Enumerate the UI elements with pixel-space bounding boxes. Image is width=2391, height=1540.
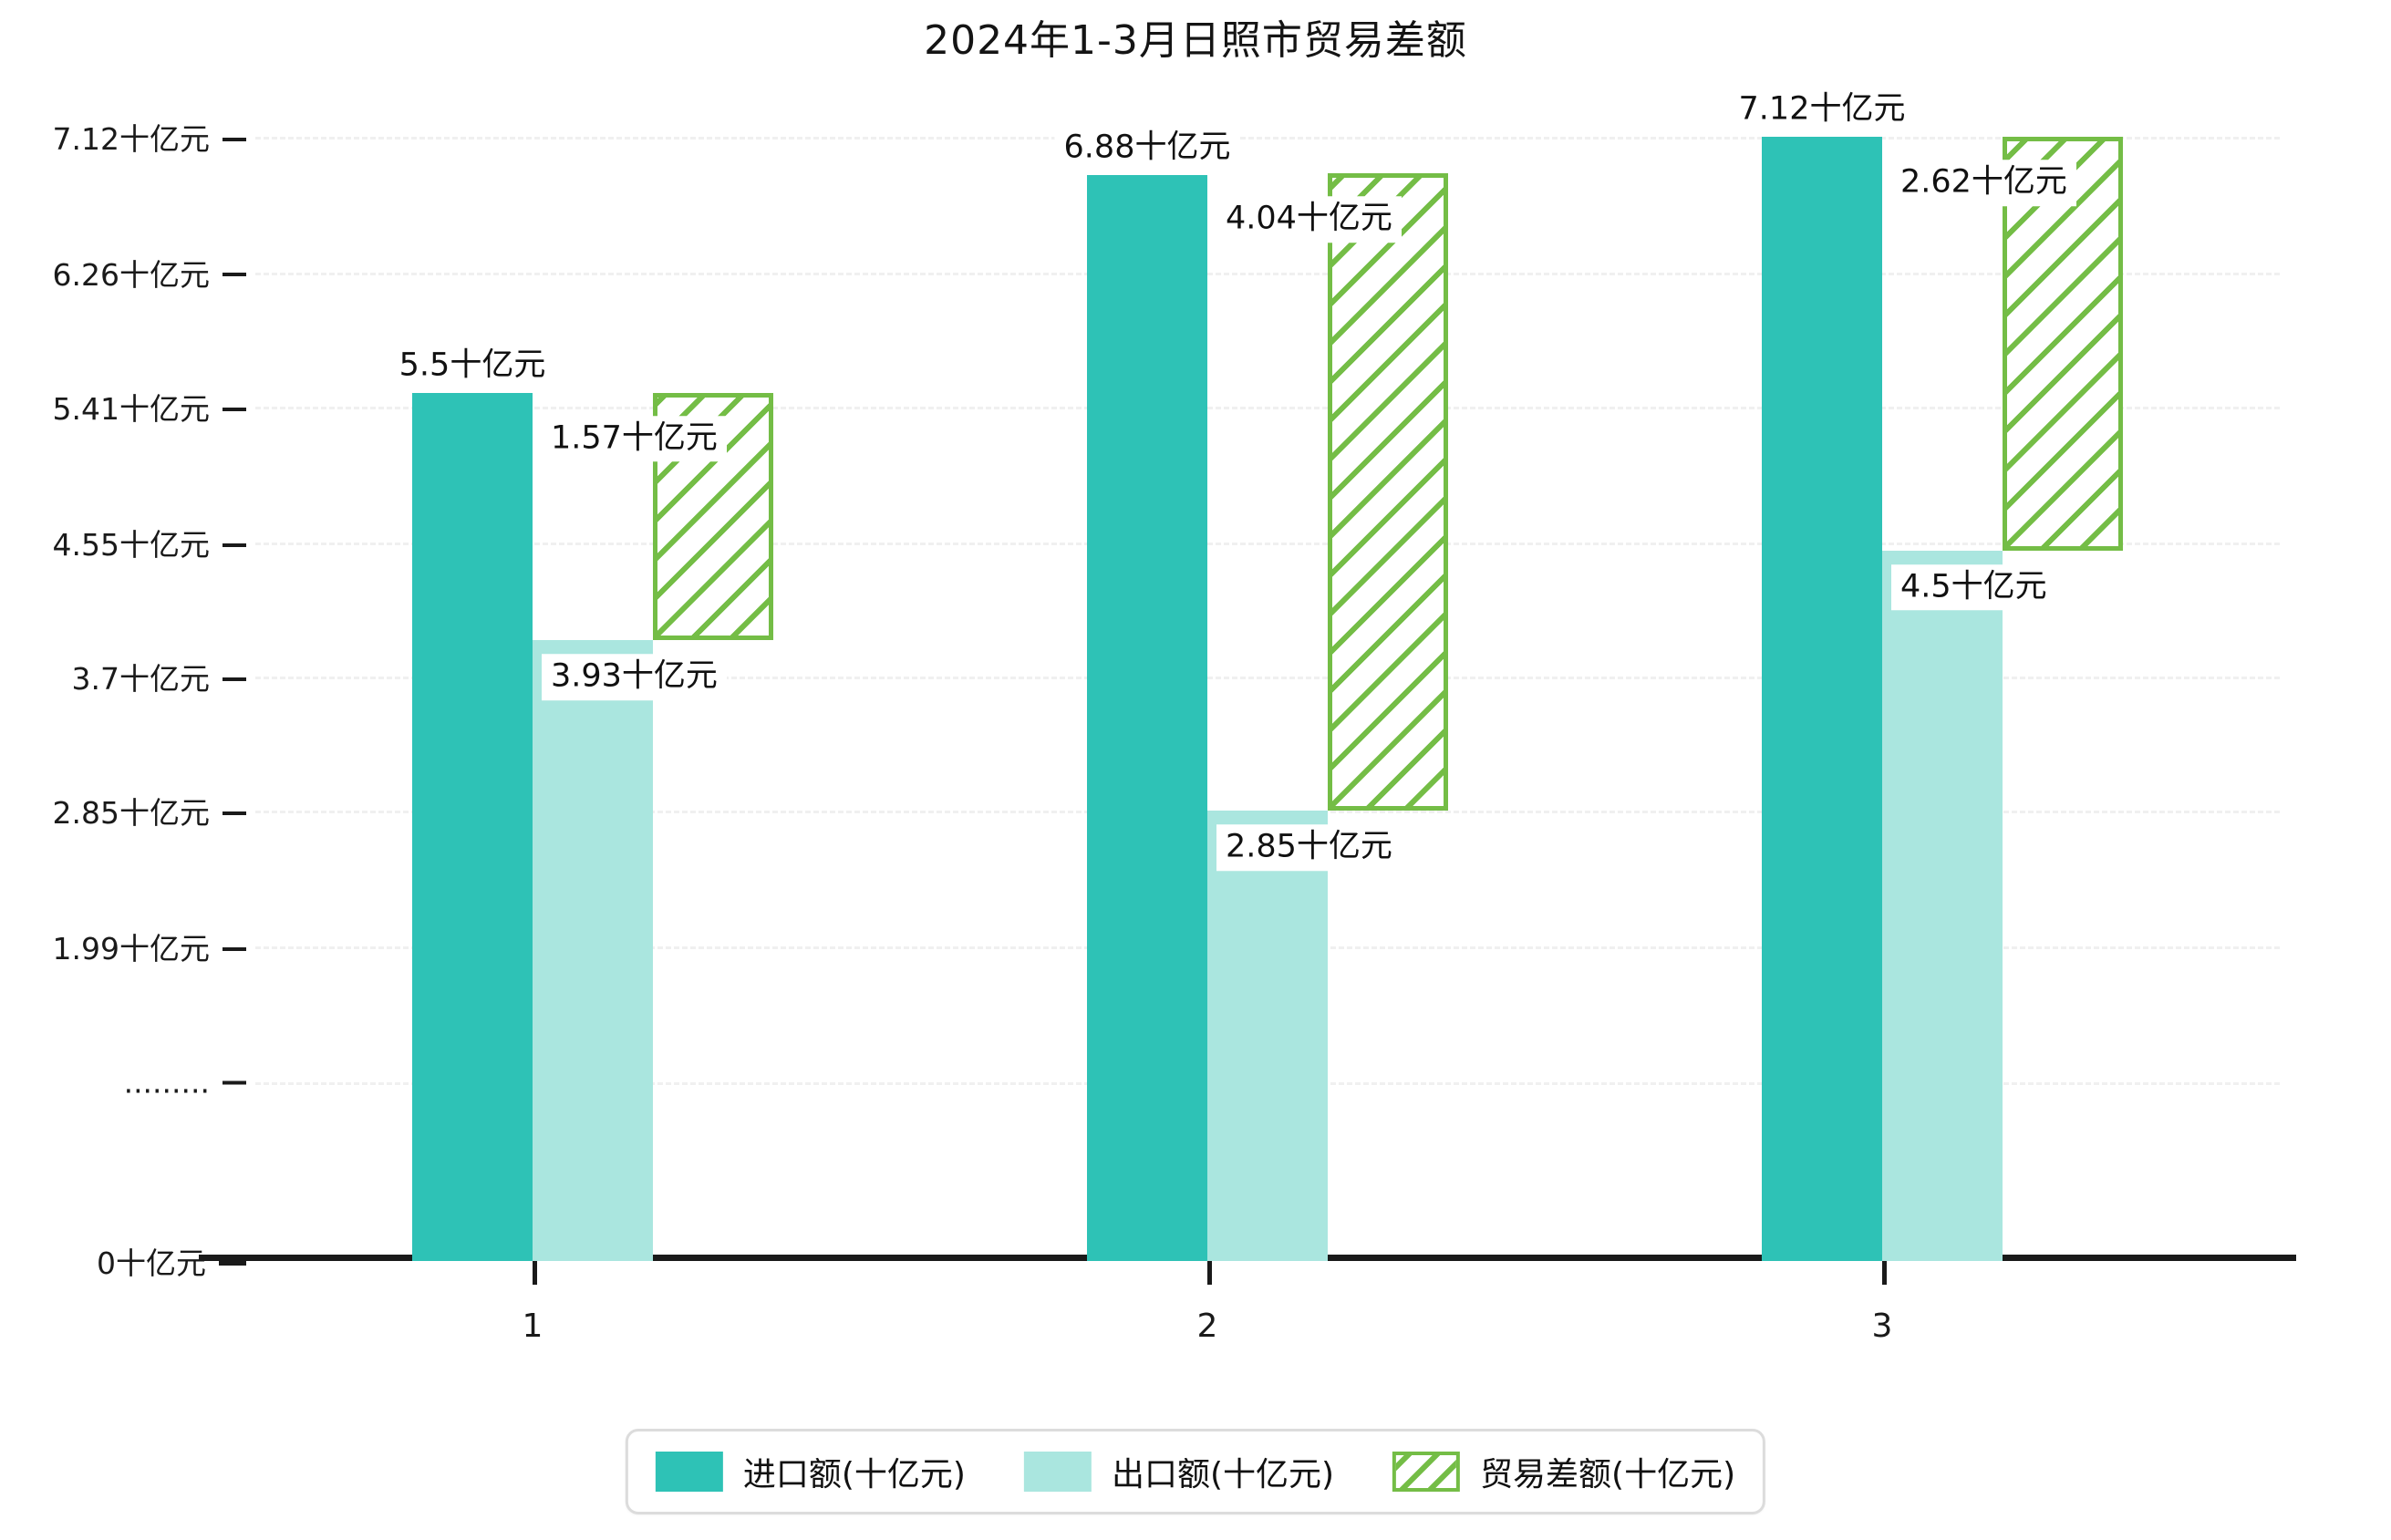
x-axis-tick-mark-2 xyxy=(1207,1261,1212,1285)
x-axis-tick-label-2: 2 xyxy=(1196,1307,1218,1345)
value-label-export-1: 3.93十亿元 xyxy=(542,654,727,701)
y-axis-tick-mark xyxy=(223,1080,246,1085)
value-label-import-3: 7.12十亿元 xyxy=(1729,87,1915,133)
bar-import-3[interactable] xyxy=(1762,137,1882,1261)
y-axis-tick-label: 1.99十亿元 xyxy=(52,931,210,967)
y-axis-tick-4: 3.7十亿元 xyxy=(2,655,246,698)
y-axis-tick-mark xyxy=(223,811,246,815)
chart-title: 2024年1-3月日照市贸易差额 xyxy=(924,17,1467,64)
x-axis-tick-label-3: 3 xyxy=(1871,1307,1893,1345)
y-axis-tick-mark xyxy=(219,1261,246,1266)
legend-swatch-import-icon xyxy=(655,1452,723,1492)
y-axis-tick-label: 4.55十亿元 xyxy=(52,527,210,563)
legend-label: 贸易差额(十亿元) xyxy=(1480,1456,1736,1493)
y-axis-tick-mark xyxy=(223,273,246,277)
y-axis-tick-label: ......... xyxy=(123,1064,210,1101)
value-label-export-2: 2.85十亿元 xyxy=(1216,824,1402,872)
chart-legend: 进口额(十亿元) 出口额(十亿元) 贸易差额(十亿元) xyxy=(625,1429,1766,1514)
y-axis-tick-mark xyxy=(223,677,246,681)
gridline xyxy=(255,272,2280,275)
legend-label: 进口额(十亿元) xyxy=(742,1456,966,1493)
bar-balance-1[interactable] xyxy=(653,392,773,641)
x-axis-tick-label-1: 1 xyxy=(522,1307,543,1345)
y-axis-tick-label: 2.85十亿元 xyxy=(52,795,210,832)
y-axis-tick-mark xyxy=(223,137,246,141)
y-axis-tick-label: 6.26十亿元 xyxy=(52,256,210,293)
bar-import-2[interactable] xyxy=(1087,174,1207,1261)
legend-item-import[interactable]: 进口额(十亿元) xyxy=(655,1448,966,1495)
y-axis-tick-0: 0十亿元 xyxy=(2,1239,246,1283)
y-axis-tick-mark xyxy=(223,543,246,547)
bar-balance-2[interactable] xyxy=(1328,172,1448,811)
gridline xyxy=(255,677,2280,680)
plot-area: 0十亿元......... 1.99十亿元 2.85十亿元 3.7十亿元 4.55十亿元… xyxy=(53,87,2296,1345)
legend-swatch-export-icon xyxy=(1023,1452,1092,1492)
y-axis-tick-mark xyxy=(223,407,246,411)
y-axis-tick-label: 3.7十亿元 xyxy=(71,661,210,698)
value-label-import-2: 6.88十亿元 xyxy=(1054,124,1240,171)
value-label-balance-3: 2.62十亿元 xyxy=(1891,160,2076,206)
y-axis-tick-8: 7.12十亿元 xyxy=(2,115,246,159)
y-axis-tick-6: 5.41十亿元 xyxy=(2,385,246,429)
legend-swatch-balance-icon xyxy=(1392,1452,1461,1492)
gridline xyxy=(255,407,2280,410)
gridline xyxy=(255,137,2280,140)
bar-export-3[interactable] xyxy=(1882,550,2003,1261)
y-axis-tick-7: 6.26十亿元 xyxy=(2,251,246,295)
x-axis-tick-mark-1 xyxy=(533,1261,537,1285)
gridline xyxy=(255,543,2280,546)
y-axis-tick-label: 7.12十亿元 xyxy=(52,121,210,157)
y-axis-tick-mark xyxy=(223,946,246,951)
value-label-export-3: 4.5十亿元 xyxy=(1891,563,2056,611)
y-axis-tick-label: 5.41十亿元 xyxy=(52,391,210,428)
y-axis-tick-label: 0十亿元 xyxy=(97,1245,206,1281)
bar-import-1[interactable] xyxy=(412,392,533,1261)
x-axis-tick-mark-3 xyxy=(1882,1261,1887,1285)
value-label-balance-2: 4.04十亿元 xyxy=(1216,196,1402,243)
y-axis-tick-1: ......... xyxy=(2,1065,246,1101)
bar-export-2[interactable] xyxy=(1207,811,1328,1261)
y-axis-tick-5: 4.55十亿元 xyxy=(2,521,246,564)
legend-item-export[interactable]: 出口额(十亿元) xyxy=(1023,1448,1335,1495)
y-axis-tick-3: 2.85十亿元 xyxy=(2,789,246,832)
legend-label: 出口额(十亿元) xyxy=(1111,1456,1335,1493)
bar-export-1[interactable] xyxy=(533,640,653,1261)
legend-item-balance[interactable]: 贸易差额(十亿元) xyxy=(1392,1448,1735,1495)
y-axis-tick-2: 1.99十亿元 xyxy=(2,925,246,968)
value-label-import-1: 5.5十亿元 xyxy=(389,342,555,389)
value-label-balance-1: 1.57十亿元 xyxy=(542,415,727,462)
